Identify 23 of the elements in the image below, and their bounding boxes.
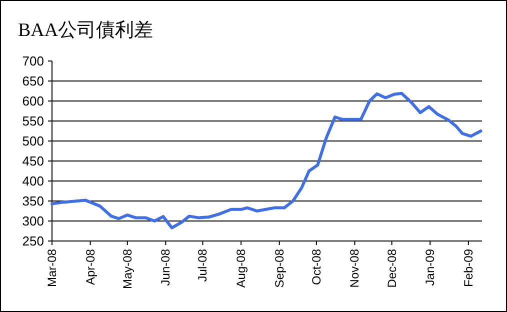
ytick: 350 — [22, 194, 44, 208]
xtick: Jun-08 — [158, 249, 173, 286]
ytick: 650 — [22, 74, 44, 88]
ytick: 550 — [22, 114, 44, 128]
ytick: 700 — [22, 54, 44, 68]
ytick: 300 — [22, 214, 44, 228]
ytick: 450 — [22, 154, 44, 168]
ytick: 500 — [22, 134, 44, 148]
xtick: Jan-09 — [423, 249, 438, 286]
xtick: May-08 — [120, 249, 134, 290]
xtick: Aug-08 — [234, 249, 248, 288]
xtick: Dec-08 — [384, 249, 399, 288]
xtick: Mar-08 — [45, 249, 59, 288]
xtick: Jul-08 — [196, 249, 210, 282]
ytick: 600 — [22, 94, 44, 108]
xtick: Sep-08 — [272, 249, 286, 288]
xtick: Feb-09 — [461, 249, 476, 288]
xtick: Apr-08 — [83, 249, 98, 286]
xtick: Nov-08 — [348, 249, 362, 288]
xtick: Oct-08 — [309, 249, 324, 286]
title: BAA公司債利差 — [18, 20, 154, 41]
ytick: 250 — [22, 234, 44, 248]
ytick: 400 — [22, 174, 44, 188]
